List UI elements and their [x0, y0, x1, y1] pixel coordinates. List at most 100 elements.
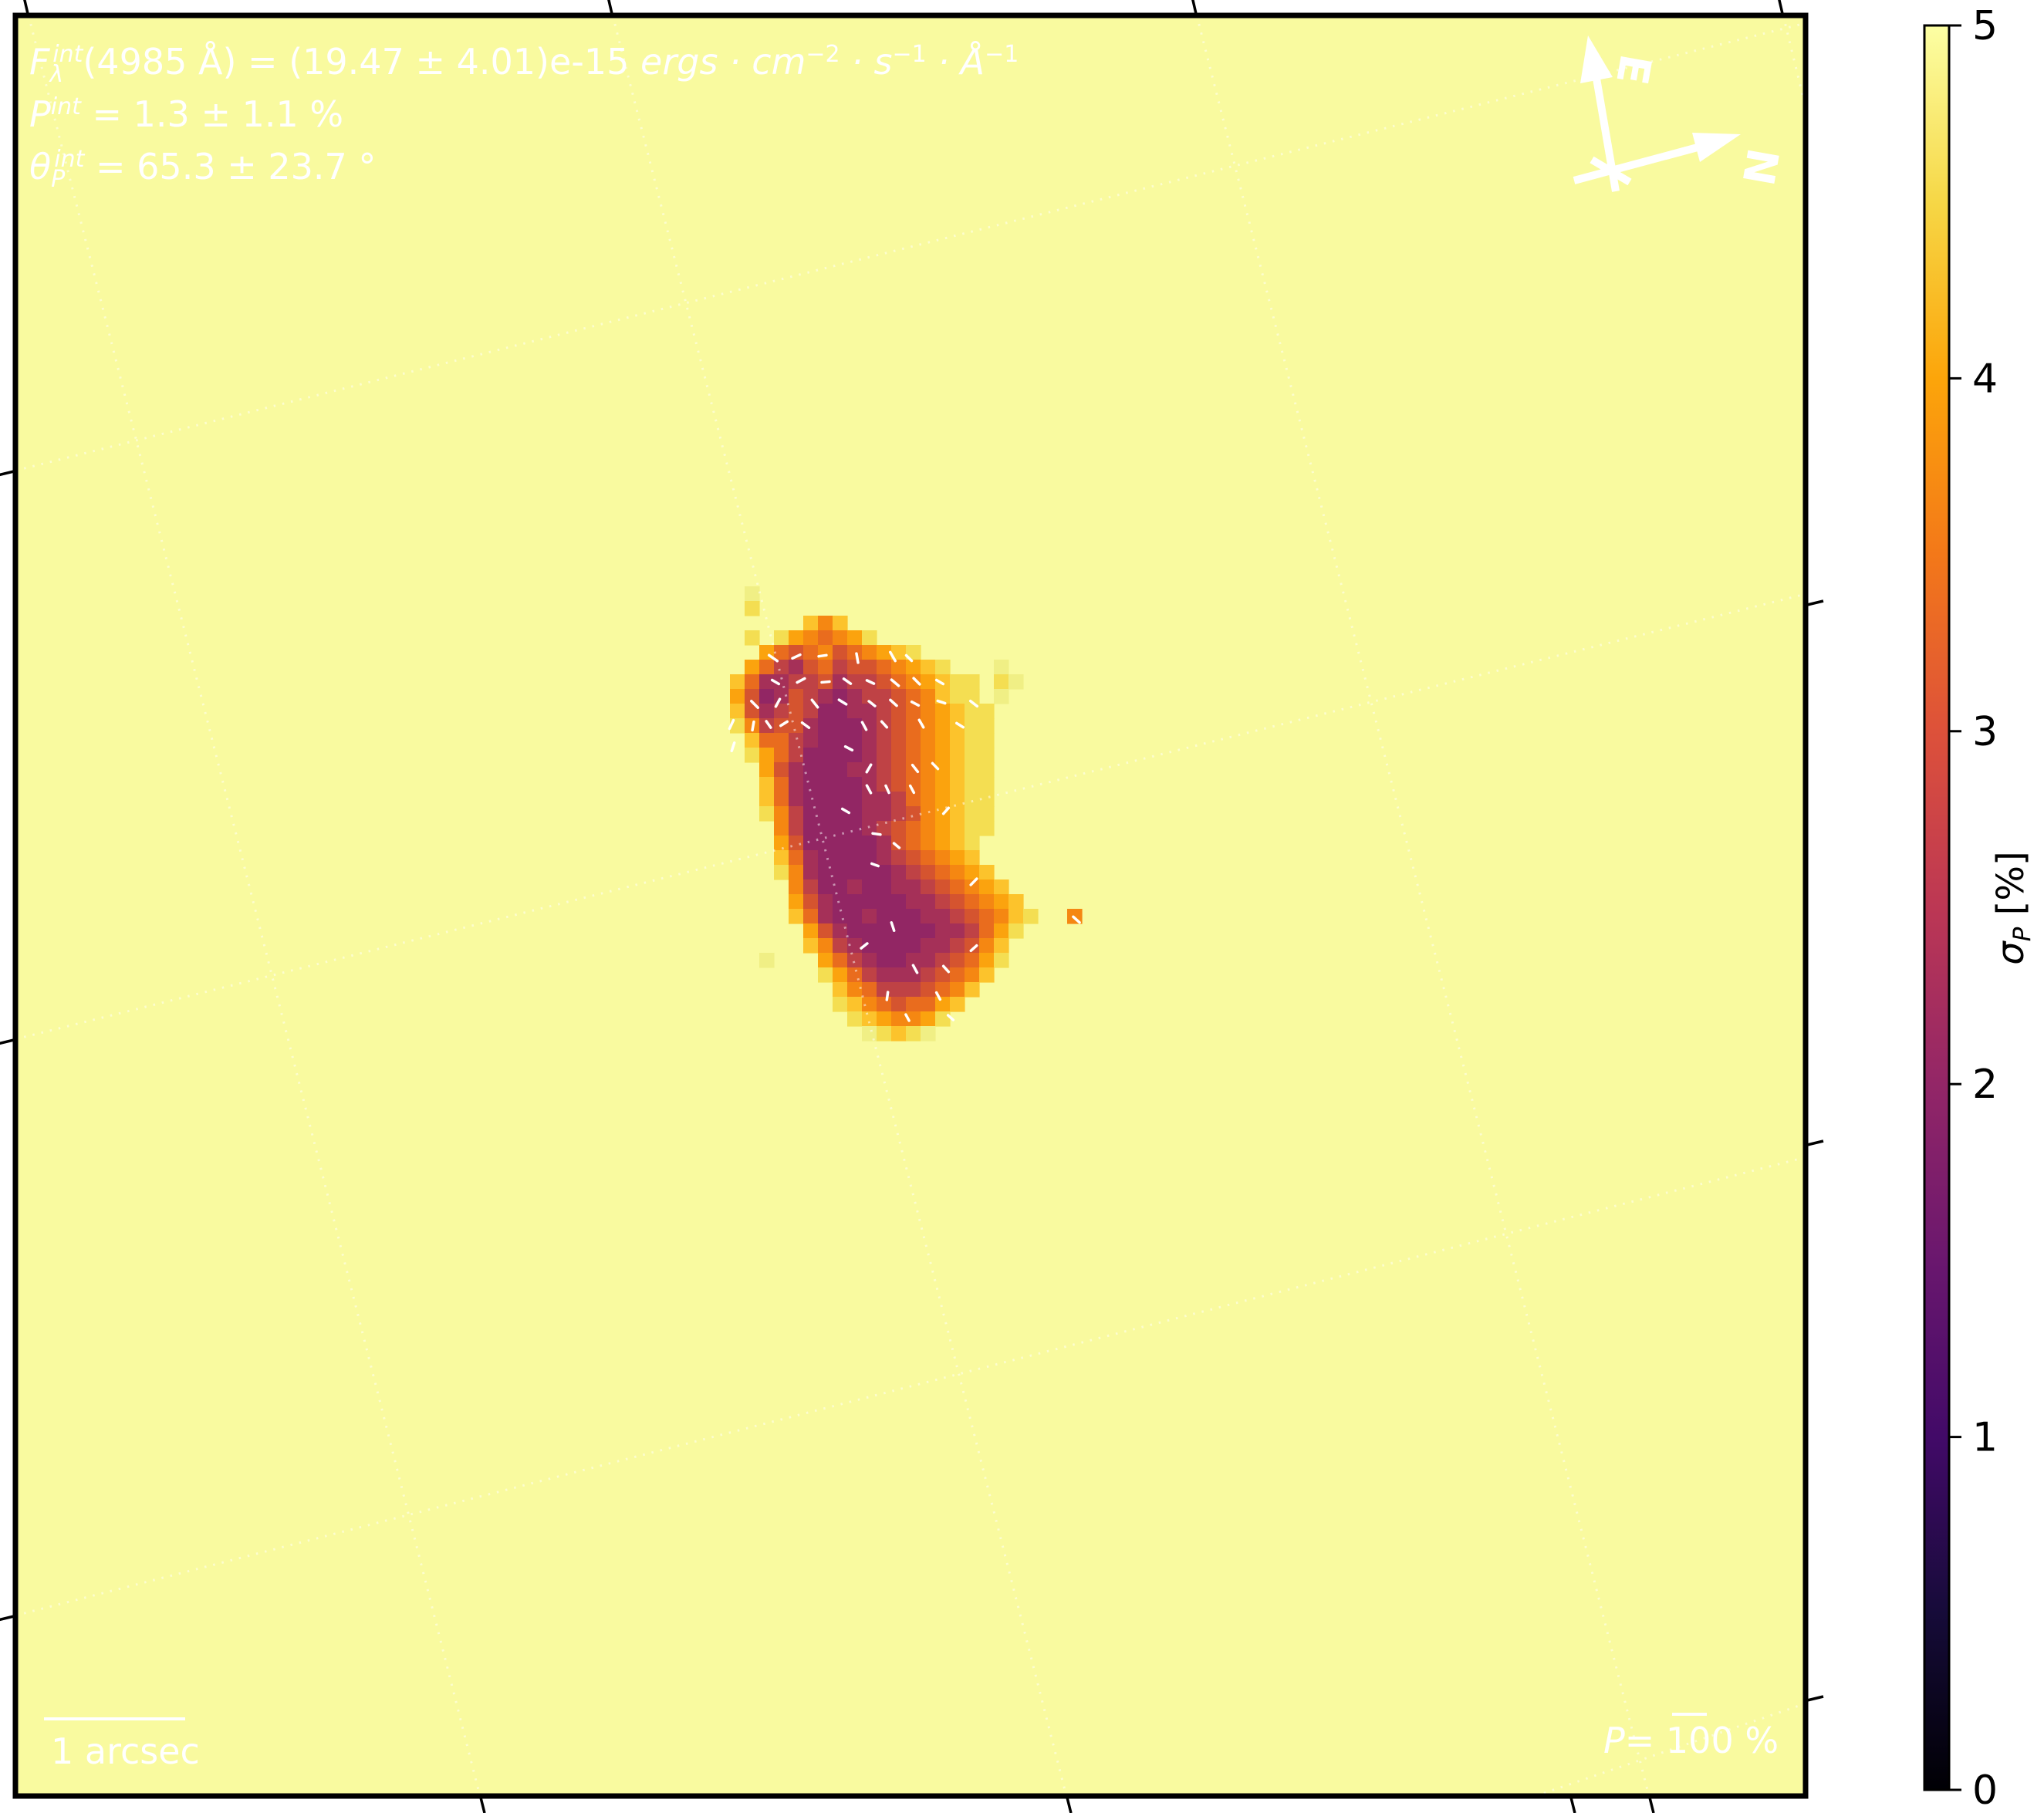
- heatmap-cell: [965, 836, 980, 851]
- heatmap-cell: [803, 923, 819, 939]
- heatmap-cell: [950, 982, 965, 998]
- heatmap-cell: [965, 748, 980, 763]
- heatmap-cell: [979, 865, 995, 880]
- polarization-vector: [810, 698, 819, 709]
- heatmap-cell: [950, 733, 965, 748]
- heatmap-cell: [891, 894, 907, 910]
- heatmap-cell: [789, 718, 804, 734]
- heatmap-cell: [877, 836, 892, 851]
- heatmap-cell: [862, 1026, 877, 1042]
- heatmap-cell: [833, 660, 848, 675]
- polarization-vector: [865, 784, 873, 795]
- heatmap-cell: [891, 733, 907, 748]
- heatmap-cell: [979, 894, 995, 910]
- heatmap-cell: [862, 792, 877, 807]
- heatmap-cell: [833, 792, 848, 807]
- vector-scale-legend: P= 100 %: [1603, 1713, 1779, 1761]
- polarization-vector: [855, 652, 860, 664]
- heatmap-cell: [994, 879, 1009, 895]
- coordinate-grid: [15, 15, 1807, 1798]
- heatmap-cell: [979, 923, 995, 939]
- heatmap-cell: [979, 806, 995, 822]
- compass-north-arrowhead-icon: [1692, 133, 1741, 162]
- compass-north-axis: [1573, 143, 1699, 184]
- polarization-vector: [904, 1013, 911, 1022]
- heatmap-cell: [759, 689, 775, 704]
- heatmap-cell: [862, 836, 877, 851]
- heatmap-cell: [774, 850, 789, 866]
- heatmap-cell: [906, 865, 921, 880]
- heatmap-cell: [803, 748, 819, 763]
- heatmap-cell: [803, 762, 819, 778]
- heatmap-cell: [877, 879, 892, 895]
- heatmap-cell: [877, 865, 892, 880]
- heatmap-cell: [965, 792, 980, 807]
- heatmap-cell: [877, 1011, 892, 1027]
- sigma-heatmap-blob: [730, 586, 1083, 1042]
- heatmap-cell: [789, 777, 804, 792]
- heatmap-cell: [906, 777, 921, 792]
- tick-right: [1803, 599, 1824, 607]
- heatmap-cell: [833, 997, 848, 1012]
- heatmap-cell: [862, 1011, 877, 1027]
- compass-east-arrowhead-icon: [1580, 35, 1613, 83]
- heatmap-cell: [833, 616, 848, 631]
- heatmap-cell: [877, 792, 892, 807]
- polarization-vector: [911, 763, 920, 774]
- heatmap-cell: [935, 748, 951, 763]
- heatmap-cell: [803, 836, 819, 851]
- heatmap-cell: [906, 689, 921, 704]
- heatmap-cell: [818, 645, 833, 660]
- polarization-vector: [820, 680, 831, 684]
- tick-right: [1803, 1139, 1824, 1147]
- heatmap-cell: [759, 733, 775, 748]
- heatmap-cell: [847, 982, 863, 998]
- heatmap-cell: [862, 997, 877, 1012]
- polarization-vector: [860, 721, 868, 731]
- heatmap-cell: [833, 718, 848, 734]
- heatmap-cell: [891, 762, 907, 778]
- heatmap-cell: [921, 821, 936, 836]
- heatmap-cell: [803, 850, 819, 866]
- heatmap-cell: [950, 777, 965, 792]
- heatmap-cell: [862, 865, 877, 880]
- heatmap-cell: [891, 674, 907, 690]
- polarization-vector: [728, 718, 735, 731]
- heatmap-cell: [862, 938, 877, 954]
- tick-left: [0, 1038, 18, 1045]
- heatmap-cell: [847, 865, 863, 880]
- polarization-vector: [931, 761, 940, 771]
- heatmap-cell: [877, 762, 892, 778]
- heatmap-cell: [833, 938, 848, 954]
- heatmap-cell: [818, 836, 833, 851]
- colorbar: 0 1 2 3 4 5 σP [%]: [1923, 3, 2036, 1813]
- heatmap-cell: [862, 645, 877, 660]
- heatmap-cell: [935, 821, 951, 836]
- heatmap-cell: [877, 967, 892, 983]
- polarization-vector: [934, 678, 945, 686]
- heatmap-cell: [803, 806, 819, 822]
- heatmap-cell: [891, 865, 907, 880]
- polarization-vector: [843, 744, 854, 752]
- heatmap-cell: [803, 645, 819, 660]
- heatmap-cell: [891, 836, 907, 851]
- heatmap-cell: [935, 982, 951, 998]
- heatmap-cell: [789, 792, 804, 807]
- heatmap-cell: [877, 806, 892, 822]
- heatmap-cell: [921, 674, 936, 690]
- heatmap-cell: [774, 821, 789, 836]
- heatmap-cell: [994, 689, 1009, 704]
- heatmap-cell: [833, 909, 848, 924]
- tick-right: [1803, 1695, 1824, 1703]
- heatmap-cell: [921, 806, 936, 822]
- heatmap-cell: [935, 718, 951, 734]
- heatmap-cell: [774, 836, 789, 851]
- heatmap-cell: [965, 865, 980, 880]
- colorbar-tick-label: 0: [1972, 1767, 1998, 1813]
- colorbar-tick-label: 1: [1972, 1415, 1998, 1461]
- heatmap-cell: [803, 865, 819, 880]
- colorbar-gradient: [1923, 24, 1951, 1791]
- heatmap-cell: [818, 733, 833, 748]
- heatmap-cell: [833, 733, 848, 748]
